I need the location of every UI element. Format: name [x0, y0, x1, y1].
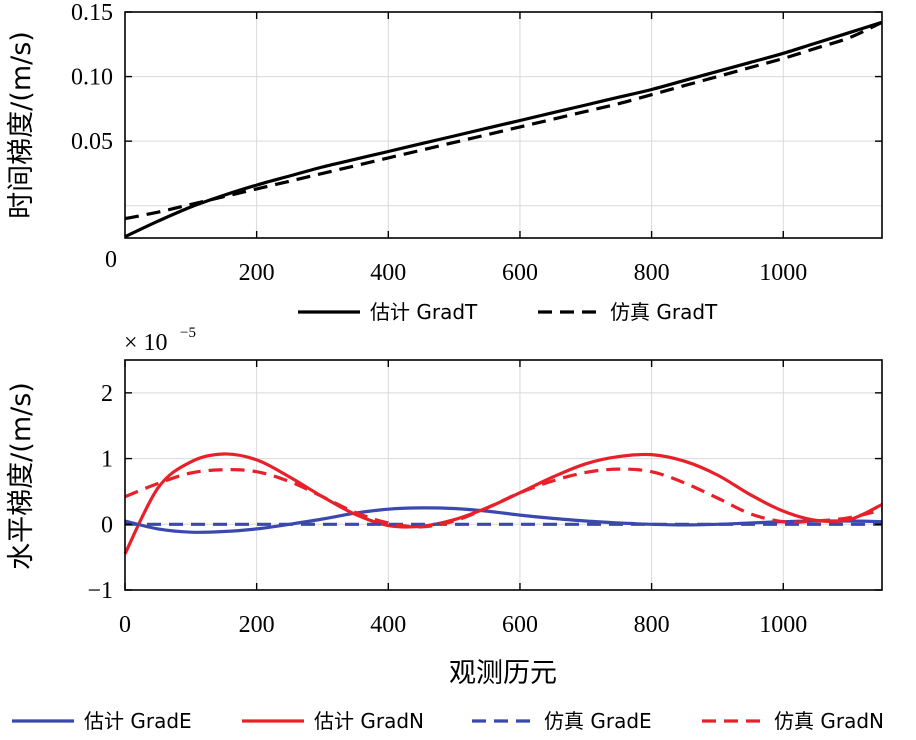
bot-y-tick-label: 0 — [101, 512, 113, 538]
bot-x-tick-label: 1000 — [759, 612, 807, 638]
bottom-y-ticks: −1 0 1 2 — [87, 381, 882, 604]
bottom-x-axis-label: 观测历元 — [449, 658, 557, 689]
top-y-axis-label: 时间梯度/(m/s) — [6, 31, 37, 219]
bot-y-tick-label: 1 — [101, 447, 113, 473]
top-x-tick-label: 1000 — [759, 260, 807, 286]
exponent-label: × 10 −5 — [124, 325, 196, 356]
top-axes-frame — [124, 11, 883, 239]
bottom-y-axis-label: 水平梯度/(m/s) — [6, 382, 37, 570]
bottom-series — [123, 452, 883, 555]
top-x-tick-label: 200 — [239, 260, 275, 286]
top-series — [124, 20, 883, 239]
top-grid — [125, 12, 882, 238]
bot-y-tick-label: 2 — [101, 381, 113, 407]
bot-x-tick-label: 400 — [370, 612, 406, 638]
top-y-tick-label: 0.10 — [71, 65, 113, 91]
bot-x-tick-label: 0 — [119, 612, 131, 638]
top-x-tick-label: 600 — [502, 260, 538, 286]
top-y-tick-label: 0.15 — [71, 0, 113, 26]
top-x-ticks: 200 400 600 800 1000 — [239, 12, 807, 286]
bot-x-tick-label: 600 — [502, 612, 538, 638]
bottom-axes-frame — [124, 359, 883, 591]
top-y-tick-label: 0.05 — [71, 129, 113, 155]
top-origin-label: 0 — [105, 247, 117, 273]
top-panel: 0.05 0.10 0.15 200 400 600 800 1000 0 时间梯度/(m/… — [6, 0, 883, 324]
top-x-tick-label: 800 — [634, 260, 670, 286]
top-x-tick-label: 400 — [370, 260, 406, 286]
legend-label-估计-gradn: 估计 GradN — [314, 709, 424, 733]
series-line-仿真-gradn — [124, 467, 883, 529]
legend-label-仿真-grade: 仿真 GradE — [544, 709, 652, 733]
bot-x-tick-label: 800 — [634, 612, 670, 638]
legend-label-估计-gradt: 估计 GradT — [370, 300, 478, 324]
exponent-power: −5 — [180, 325, 196, 341]
series-line-估计-gradt — [124, 20, 883, 239]
series-line-估计-gradn — [123, 452, 883, 555]
bottom-legend: 估计 GradE 估计 GradN 仿真 GradE 仿真 GradN — [12, 709, 884, 733]
bottom-x-ticks: 0 200 400 600 800 1000 — [119, 360, 807, 638]
series-line-仿真-gradt — [124, 20, 883, 221]
top-legend: 估计 GradT 仿真 GradT — [298, 300, 718, 324]
legend-label-仿真-gradt: 仿真 GradT — [610, 300, 718, 324]
bot-x-tick-label: 200 — [239, 612, 275, 638]
bottom-plot-area — [125, 360, 882, 590]
top-y-ticks: 0.05 0.10 0.15 — [71, 0, 882, 155]
legend-label-估计-grade: 估计 GradE — [84, 709, 192, 733]
bot-y-tick-label: −1 — [87, 578, 113, 604]
legend-label-仿真-gradn: 仿真 GradN — [774, 709, 884, 733]
exponent-base: × 10 — [124, 330, 168, 356]
